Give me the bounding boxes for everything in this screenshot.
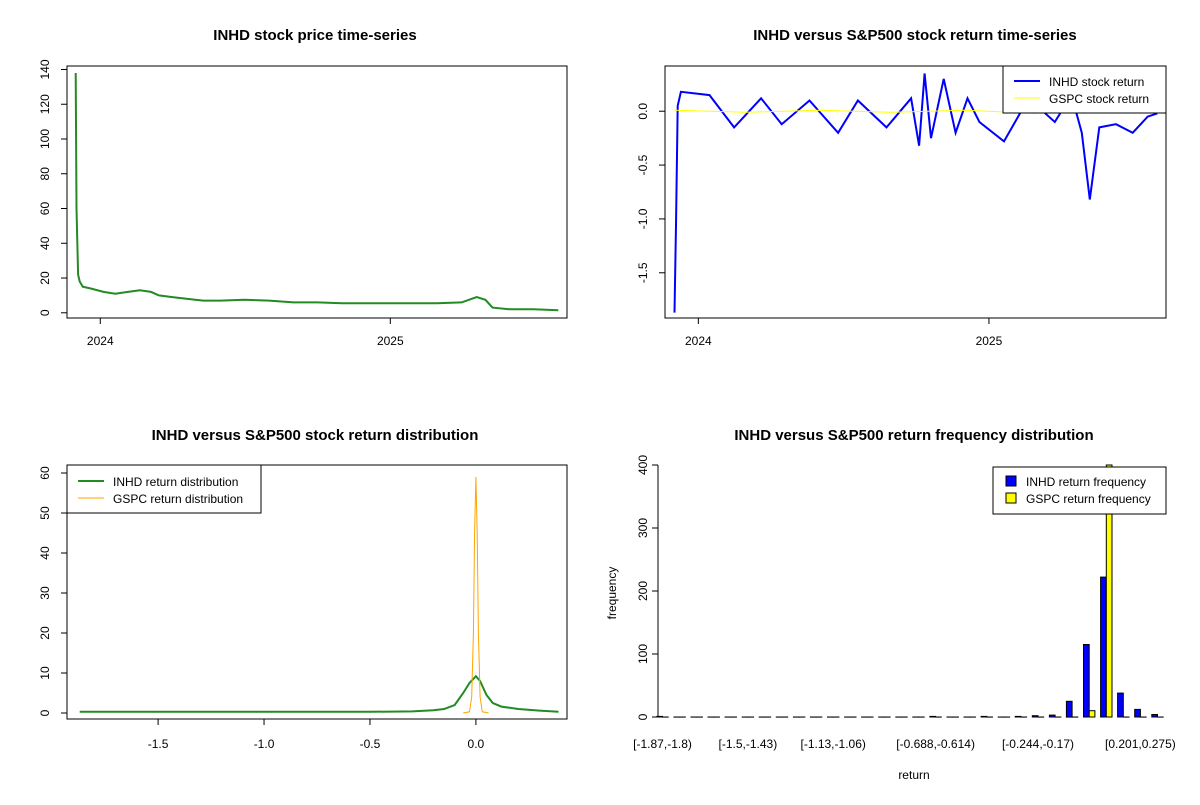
y-tick-label: 0 (38, 309, 52, 316)
histogram-bar (1015, 716, 1021, 717)
y-tick-label: 0.0 (636, 103, 650, 120)
y-tick-label: 100 (38, 129, 52, 149)
histogram-bar (930, 716, 936, 717)
x-tick-label: [-1.5,-1.43) (719, 737, 778, 751)
density-title: INHD versus S&P500 stock return distribu… (152, 427, 479, 444)
y-tick-label: 60 (38, 466, 52, 480)
histogram-bar (1089, 711, 1095, 717)
price-plot-frame (67, 66, 567, 318)
density-legend: INHD return distribution GSPC return dis… (67, 465, 261, 513)
legend-label-inhd-density: INHD return distribution (113, 475, 238, 489)
x-tick-label: -1.0 (254, 737, 275, 751)
price-panel: INHD stock price time-series 0 20 40 60 80 10… (38, 27, 567, 348)
histogram-bar (1066, 701, 1072, 717)
y-tick-label: 300 (636, 518, 650, 538)
x-tick-label: 2025 (976, 334, 1003, 348)
price-series-line (76, 73, 559, 310)
legend-label-inhd: INHD stock return (1049, 75, 1144, 89)
histogram-bar (1135, 709, 1141, 717)
y-tick-label: 80 (38, 167, 52, 181)
inhd-density-line (80, 676, 559, 712)
histogram-bar (1118, 693, 1124, 717)
y-tick-label: -1.0 (636, 208, 650, 229)
histogram-y-label: frequency (605, 567, 619, 620)
legend-label-gspc-freq: GSPC return frequency (1026, 492, 1151, 506)
x-tick-label: 0.0 (468, 737, 485, 751)
legend-swatch-inhd-freq (1006, 476, 1016, 486)
histogram-bar (1152, 715, 1158, 718)
y-tick-label: 0 (636, 713, 650, 720)
y-tick-label: -1.5 (636, 262, 650, 283)
histogram-bar (1032, 716, 1038, 717)
return-ts-legend: INHD stock return GSPC stock return (1003, 66, 1166, 113)
legend-label-gspc-density: GSPC return distribution (113, 492, 243, 506)
x-tick-label: [-0.244,-0.17) (1002, 737, 1074, 751)
x-tick-label: -1.5 (148, 737, 169, 751)
histogram-panel: INHD versus S&P500 return frequency dist… (605, 427, 1176, 782)
histogram-bar (981, 716, 987, 717)
x-tick-label: [-1.13,-1.06) (801, 737, 866, 751)
histogram-bar (1084, 645, 1090, 718)
x-tick-label: [-1.87,-1.8) (633, 737, 692, 751)
y-tick-label: -0.5 (636, 154, 650, 175)
y-tick-label: 140 (38, 59, 52, 79)
x-tick-label: 2024 (87, 334, 114, 348)
y-tick-label: 40 (38, 236, 52, 250)
legend-swatch-gspc-freq (1006, 493, 1016, 503)
histogram-legend: INHD return frequency GSPC return freque… (993, 467, 1166, 514)
histogram-bar (657, 716, 663, 717)
return-ts-axes: -1.5 -1.0 -0.5 0.0 2024 2025 (636, 103, 1003, 348)
price-chart-title: INHD stock price time-series (213, 27, 416, 44)
density-panel: INHD versus S&P500 stock return distribu… (38, 427, 567, 751)
histogram-bar (1101, 577, 1107, 717)
x-tick-label: [-0.688,-0.614) (896, 737, 975, 751)
x-tick-label: -0.5 (360, 737, 381, 751)
y-tick-label: 200 (636, 581, 650, 601)
x-tick-label: 2025 (377, 334, 404, 348)
y-tick-label: 20 (38, 271, 52, 285)
return-ts-title: INHD versus S&P500 stock return time-ser… (753, 27, 1076, 44)
histogram-x-label: return (898, 768, 929, 782)
histogram-title: INHD versus S&P500 return frequency dist… (734, 427, 1093, 444)
y-tick-label: 60 (38, 202, 52, 216)
y-tick-label: 120 (38, 94, 52, 114)
y-tick-label: 40 (38, 546, 52, 560)
y-tick-label: 50 (38, 506, 52, 520)
y-tick-label: 30 (38, 586, 52, 600)
x-tick-label: 2024 (685, 334, 712, 348)
legend-label-gspc: GSPC stock return (1049, 92, 1149, 106)
y-tick-label: 10 (38, 666, 52, 680)
x-tick-label: [0.201,0.275) (1105, 737, 1176, 751)
histogram-bar (1049, 715, 1055, 717)
y-tick-label: 20 (38, 626, 52, 640)
y-tick-label: 0 (38, 709, 52, 716)
y-tick-label: 400 (636, 455, 650, 475)
return-ts-panel: INHD versus S&P500 stock return time-ser… (636, 27, 1166, 348)
legend-label-inhd-freq: INHD return frequency (1026, 475, 1146, 489)
price-axes: 0 20 40 60 80 100 120 140 2024 2025 (38, 59, 404, 348)
y-tick-label: 100 (636, 644, 650, 664)
